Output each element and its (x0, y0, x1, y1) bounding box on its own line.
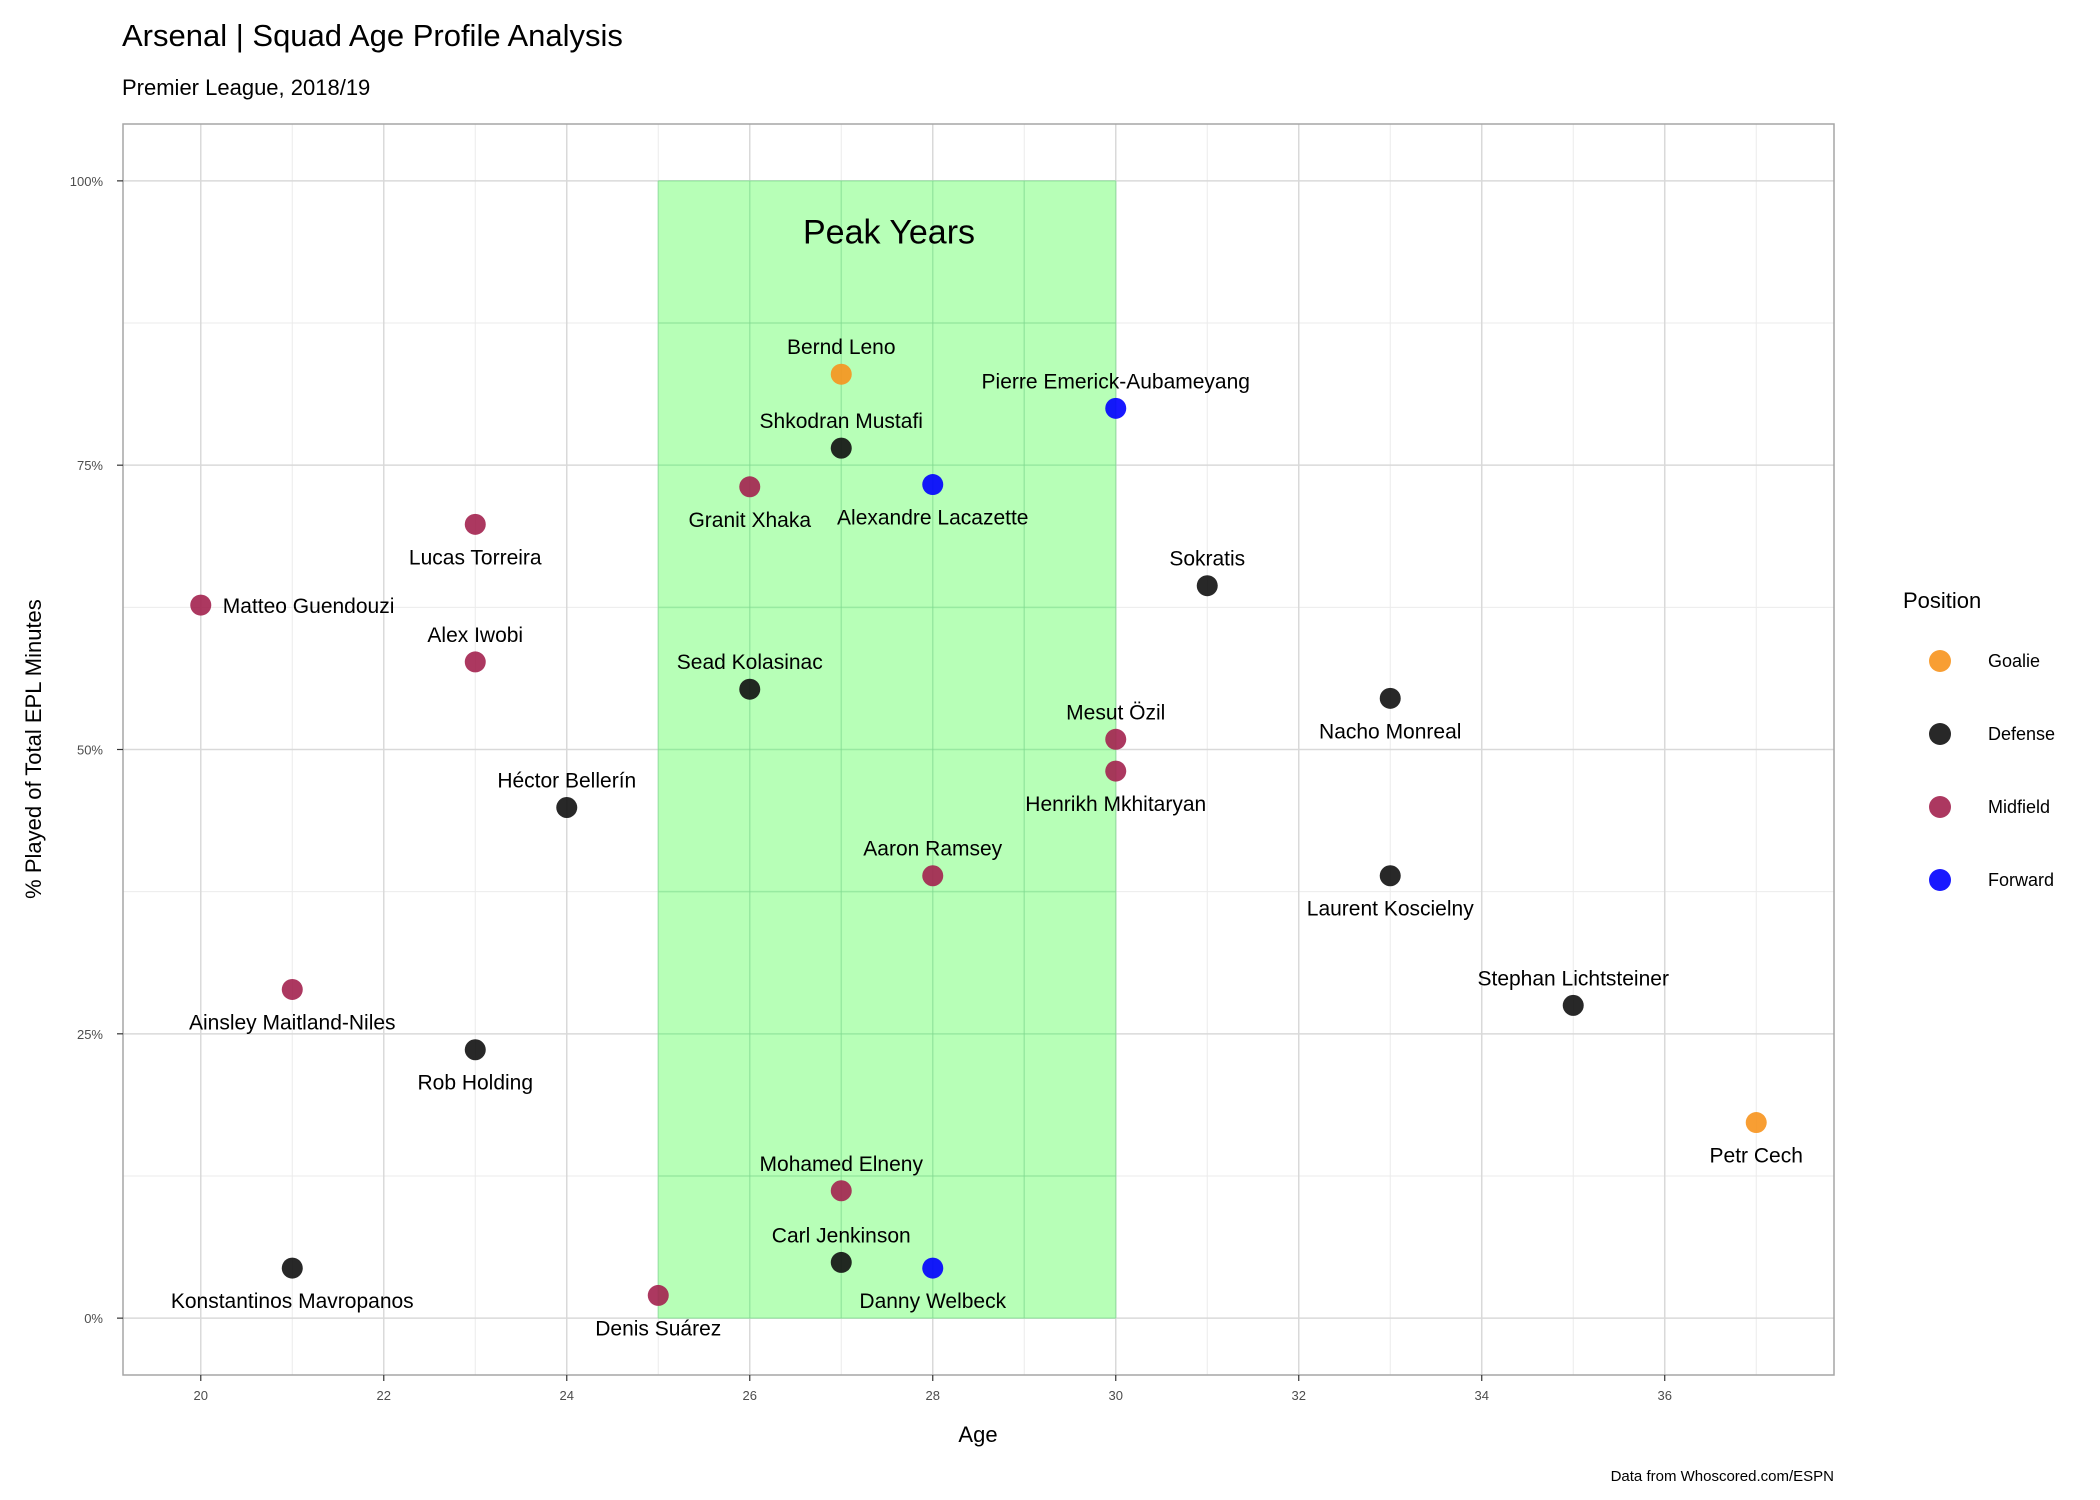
point-label: Rob Holding (417, 1072, 533, 1095)
data-point (922, 474, 944, 496)
point-label: Sead Kolasinac (677, 651, 823, 674)
x-tick-label: 34 (1475, 1388, 1489, 1403)
x-axis-ticks: 20 22 24 26 28 30 32 34 36 (194, 1375, 1672, 1403)
legend-label: Forward (1988, 870, 2054, 890)
legend-key (1929, 796, 1951, 818)
point-label: Stephan Lichtsteiner (1477, 967, 1668, 990)
point-label: Bernd Leno (787, 336, 896, 359)
point-label: Henrikh Mkhitaryan (1025, 793, 1206, 816)
point-label: Konstantinos Mavropanos (171, 1290, 414, 1313)
point-label: Nacho Monreal (1319, 720, 1461, 743)
x-tick-label: 28 (926, 1388, 940, 1403)
y-tick-label: 25% (77, 1027, 103, 1042)
data-point (1745, 1112, 1767, 1134)
data-point (739, 476, 761, 498)
point-label: Mohamed Elneny (760, 1153, 924, 1176)
point-labels: Bernd Leno Petr Cech Shkodran Mustafi Sokra… (171, 336, 1803, 1340)
point-label: Aaron Ramsey (863, 838, 1002, 861)
data-point (1105, 728, 1127, 750)
data-point (739, 678, 761, 700)
caption: Data from Whoscored.com/ESPN (1611, 1468, 1834, 1485)
x-tick-label: 24 (560, 1388, 574, 1403)
point-label: Granit Xhaka (688, 509, 811, 532)
data-point (830, 437, 852, 459)
legend-label: Midfield (1988, 797, 2050, 817)
gridlines-over-region (657, 180, 1117, 1319)
point-label: Ainsley Maitland-Niles (189, 1011, 396, 1034)
x-tick-label: 30 (1109, 1388, 1123, 1403)
data-point (464, 651, 486, 673)
data-point (281, 1257, 303, 1279)
data-point (1562, 994, 1584, 1016)
point-label: Denis Suárez (595, 1317, 721, 1340)
peak-years-label: Peak Years (803, 213, 975, 251)
data-point (1196, 575, 1218, 597)
data-point (1105, 760, 1127, 782)
data-point (464, 513, 486, 535)
x-tick-label: 22 (377, 1388, 391, 1403)
y-axis-ticks: 0% 25% 50% 75% 100% (70, 174, 123, 1326)
data-point (1379, 865, 1401, 887)
point-label: Petr Cech (1710, 1145, 1803, 1168)
point-label: Lucas Torreira (409, 546, 542, 569)
data-point (464, 1039, 486, 1061)
point-label: Sokratis (1169, 548, 1245, 571)
x-tick-label: 26 (743, 1388, 757, 1403)
chart-title: Arsenal | Squad Age Profile Analysis (122, 18, 623, 53)
legend-label: Defense (1988, 724, 2055, 744)
y-tick-label: 50% (77, 743, 103, 758)
data-point (830, 1180, 852, 1202)
data-point (1105, 397, 1127, 419)
data-point (1379, 687, 1401, 709)
legend: Position Goalie Defense Midfield Forward (1903, 588, 2055, 891)
data-points (190, 363, 1767, 1306)
legend-key (1929, 869, 1951, 891)
y-tick-label: 75% (77, 458, 103, 473)
y-axis-title: % Played of Total EPL Minutes (21, 599, 46, 899)
point-label: Danny Welbeck (859, 1290, 1006, 1313)
data-point (922, 865, 944, 887)
point-label: Alex Iwobi (427, 624, 523, 647)
chart-subtitle: Premier League, 2018/19 (122, 75, 370, 100)
data-point (556, 797, 578, 819)
legend-label: Goalie (1988, 651, 2040, 671)
plot-panel: Peak Years Bernd Leno Petr Cech Shkodran M… (122, 123, 1835, 1376)
legend-title: Position (1903, 588, 1981, 613)
x-tick-label: 36 (1657, 1388, 1671, 1403)
y-tick-label: 0% (84, 1311, 103, 1326)
point-label: Mesut Özil (1066, 701, 1165, 724)
point-label: Héctor Bellerín (497, 770, 636, 793)
data-point (922, 1257, 944, 1279)
data-point (830, 363, 852, 385)
legend-key (1929, 723, 1951, 745)
data-point (281, 978, 303, 1000)
x-tick-label: 20 (194, 1388, 208, 1403)
data-point (647, 1284, 669, 1306)
point-label: Matteo Guendouzi (223, 595, 395, 618)
x-tick-label: 32 (1292, 1388, 1306, 1403)
data-point (830, 1251, 852, 1273)
legend-key (1929, 650, 1951, 672)
point-label: Pierre Emerick-Aubameyang (982, 370, 1250, 393)
point-label: Alexandre Lacazette (837, 507, 1028, 530)
point-label: Shkodran Mustafi (760, 410, 923, 433)
y-tick-label: 100% (70, 174, 104, 189)
data-point (190, 594, 212, 616)
x-axis-title: Age (958, 1422, 997, 1447)
point-label: Laurent Koscielny (1307, 898, 1474, 921)
point-label: Carl Jenkinson (772, 1224, 911, 1247)
